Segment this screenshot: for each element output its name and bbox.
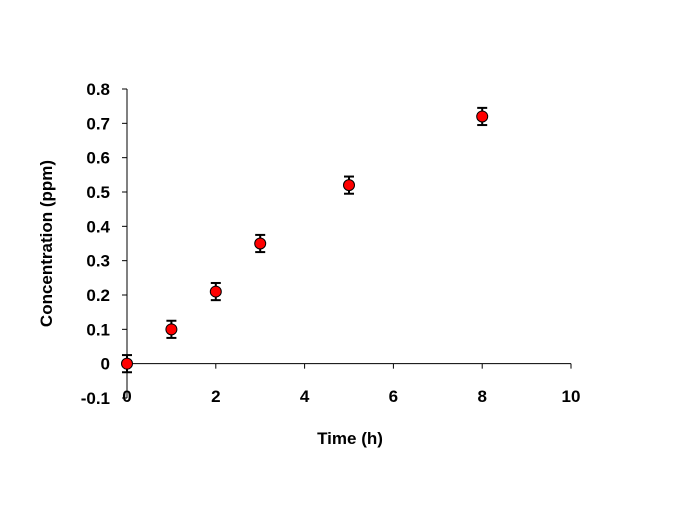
- data-point-group: [165, 319, 178, 339]
- y-tick-label: 0.4: [86, 217, 110, 236]
- data-point: [121, 357, 133, 370]
- y-axis-ticks: -0.1 0 0.1 0.2 0.3 0.4 0.5 0.6 0.7 0.8: [81, 80, 127, 408]
- x-axis-ticks: 0 2 4 6 8 10: [122, 363, 581, 406]
- y-tick-label: 0.8: [86, 80, 110, 99]
- y-tick-label: 0.1: [86, 320, 110, 339]
- y-axis-title: Concentration (ppm): [37, 160, 56, 327]
- data-point-group: [476, 106, 489, 127]
- y-tick-label: 0.2: [86, 286, 110, 305]
- data-point-group: [121, 354, 133, 374]
- data-point-group: [343, 175, 355, 195]
- y-tick-label: 0.3: [86, 252, 110, 271]
- y-tick-label: 0.7: [86, 114, 110, 133]
- axes: [126, 89, 571, 398]
- data-point-group: [209, 281, 222, 302]
- x-tick-label: 8: [477, 387, 486, 406]
- x-axis-title: Time (h): [317, 429, 383, 448]
- data-point-group: [254, 233, 267, 254]
- data-point: [165, 323, 178, 336]
- x-tick-label: 2: [211, 387, 220, 406]
- y-tick-label: -0.1: [81, 389, 110, 408]
- data-points: [121, 106, 489, 374]
- data-point: [476, 110, 489, 123]
- data-point: [209, 285, 222, 298]
- x-tick-label: 6: [389, 387, 398, 406]
- data-point: [343, 179, 355, 192]
- y-tick-label: 0.6: [86, 149, 110, 168]
- y-tick-label: 0: [101, 355, 110, 374]
- x-tick-label: 10: [562, 387, 581, 406]
- y-tick-label: 0.5: [86, 183, 110, 202]
- x-tick-label: 4: [300, 387, 310, 406]
- x-tick-label: 0: [122, 387, 131, 406]
- data-point: [254, 237, 267, 250]
